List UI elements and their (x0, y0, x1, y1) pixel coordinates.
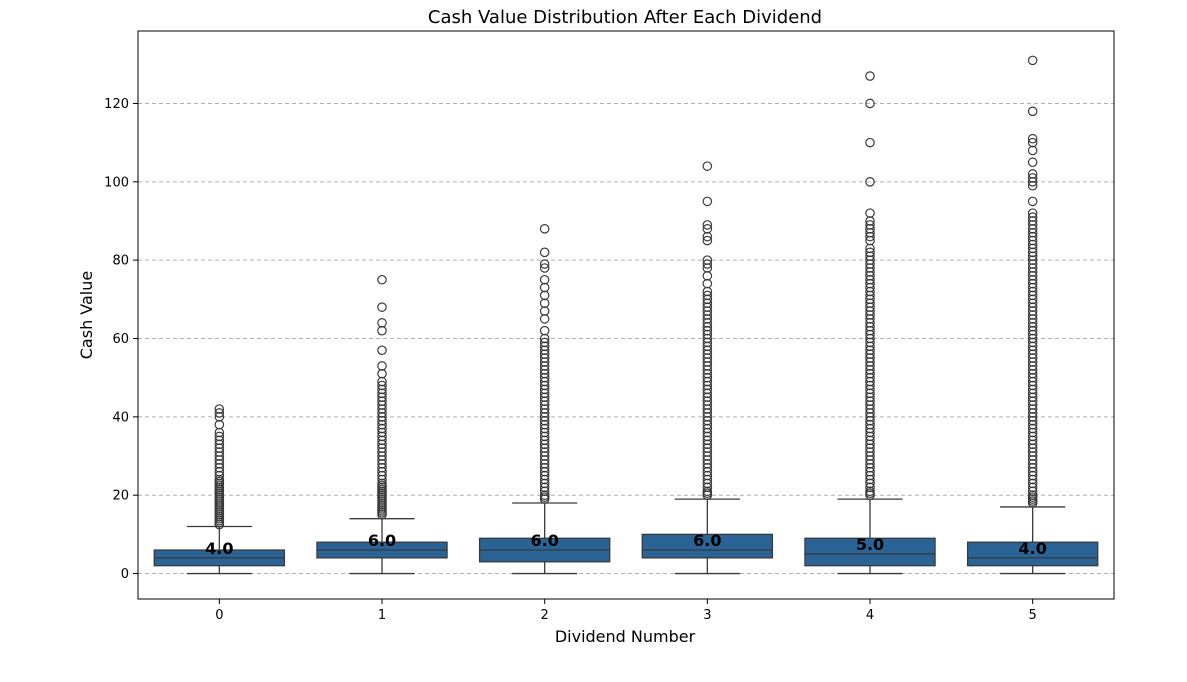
outlier-point (865, 247, 875, 258)
median-label: 4.0 (1018, 539, 1046, 558)
outlier-point (1027, 145, 1038, 156)
box-0 (153, 404, 286, 575)
outlier-point (539, 274, 550, 285)
outlier-point (539, 325, 550, 336)
outlier-point (865, 220, 875, 230)
x-tick-label: 5 (1029, 608, 1037, 623)
outlier-point (539, 298, 550, 309)
x-axis-ticks: 0 1 2 3 4 5 (215, 599, 1037, 623)
outlier-point (702, 224, 713, 234)
outlier-point (539, 224, 550, 234)
y-tick-label: 80 (112, 254, 129, 269)
outlier-point (702, 220, 713, 230)
iqr-box (804, 537, 936, 567)
x-axis-label: Dividend Number (555, 627, 696, 646)
y-tick-label: 60 (112, 332, 129, 347)
outlier-point (702, 196, 713, 207)
outlier-point (539, 306, 550, 316)
outlier-point (702, 259, 713, 269)
box-2 (478, 224, 611, 575)
x-tick-label: 2 (541, 608, 549, 623)
outlier-point (1027, 196, 1038, 207)
outlier-point (1027, 208, 1038, 218)
outlier-point (702, 235, 713, 246)
box-4 (804, 71, 936, 575)
outlier-point (1027, 133, 1038, 144)
outlier-point (702, 271, 713, 281)
y-tick-label: 20 (112, 489, 129, 504)
outlier-point (377, 274, 387, 285)
x-tick-label: 1 (378, 608, 386, 623)
y-tick-label: 120 (104, 97, 129, 112)
median-label: 6.0 (530, 531, 558, 550)
x-tick-label: 3 (703, 608, 711, 623)
outlier-point (702, 278, 713, 289)
outlier-point (702, 161, 713, 171)
box-5 (966, 55, 1099, 575)
outlier-point (214, 419, 225, 430)
grid-lines (138, 102, 1114, 575)
outlier-point (539, 259, 550, 269)
outlier-point (702, 255, 713, 265)
outlier-point (865, 98, 875, 109)
outlier-point (1027, 55, 1038, 66)
box-1 (316, 274, 448, 575)
outlier-point (539, 247, 550, 258)
outlier-point (865, 177, 875, 187)
outlier-point (377, 380, 387, 391)
outlier-point (1027, 137, 1038, 148)
chart-title: Cash Value Distribution After Each Divid… (428, 7, 822, 28)
outlier-point (1027, 157, 1038, 168)
iqr-box (641, 533, 774, 559)
outlier-point (214, 404, 225, 414)
box-3 (641, 161, 774, 575)
outlier-point (377, 361, 387, 371)
outlier-point (539, 290, 550, 301)
outlier-point (1027, 106, 1038, 117)
outlier-point (865, 137, 875, 148)
outlier-point (377, 368, 387, 379)
outlier-point (539, 314, 550, 324)
x-tick-label: 4 (866, 608, 874, 623)
outlier-point (214, 431, 225, 442)
outlier-point (1027, 212, 1038, 222)
outlier-point (865, 71, 875, 81)
outlier-point (702, 290, 713, 301)
outlier-point (377, 318, 387, 328)
outlier-point (539, 337, 550, 348)
y-axis-label: Cash Value (77, 271, 96, 359)
median-label: 5.0 (856, 535, 884, 554)
y-tick-label: 0 (121, 567, 129, 582)
outlier-point (214, 408, 225, 418)
median-label: 4.0 (205, 539, 233, 558)
outlier-point (1027, 173, 1038, 183)
boxes-group (153, 55, 1099, 575)
outlier-point (1027, 169, 1038, 179)
outlier-point (539, 263, 550, 273)
outlier-point (377, 325, 387, 336)
outlier-point (865, 208, 875, 218)
median-label: 6.0 (368, 531, 396, 550)
plot-frame (137, 30, 1115, 600)
median-labels-group: 4.0 6.0 6.0 6.0 5.0 4.0 (205, 531, 1047, 558)
x-tick-label: 0 (215, 608, 223, 623)
y-tick-label: 100 (104, 175, 129, 190)
iqr-box (966, 541, 1099, 567)
y-tick-label: 40 (112, 410, 129, 425)
outlier-point (377, 345, 387, 356)
outlier-point (377, 302, 387, 312)
outlier-point (539, 282, 550, 293)
y-axis-ticks: 0 20 40 60 80 100 120 (104, 97, 138, 582)
median-label: 6.0 (693, 531, 721, 550)
